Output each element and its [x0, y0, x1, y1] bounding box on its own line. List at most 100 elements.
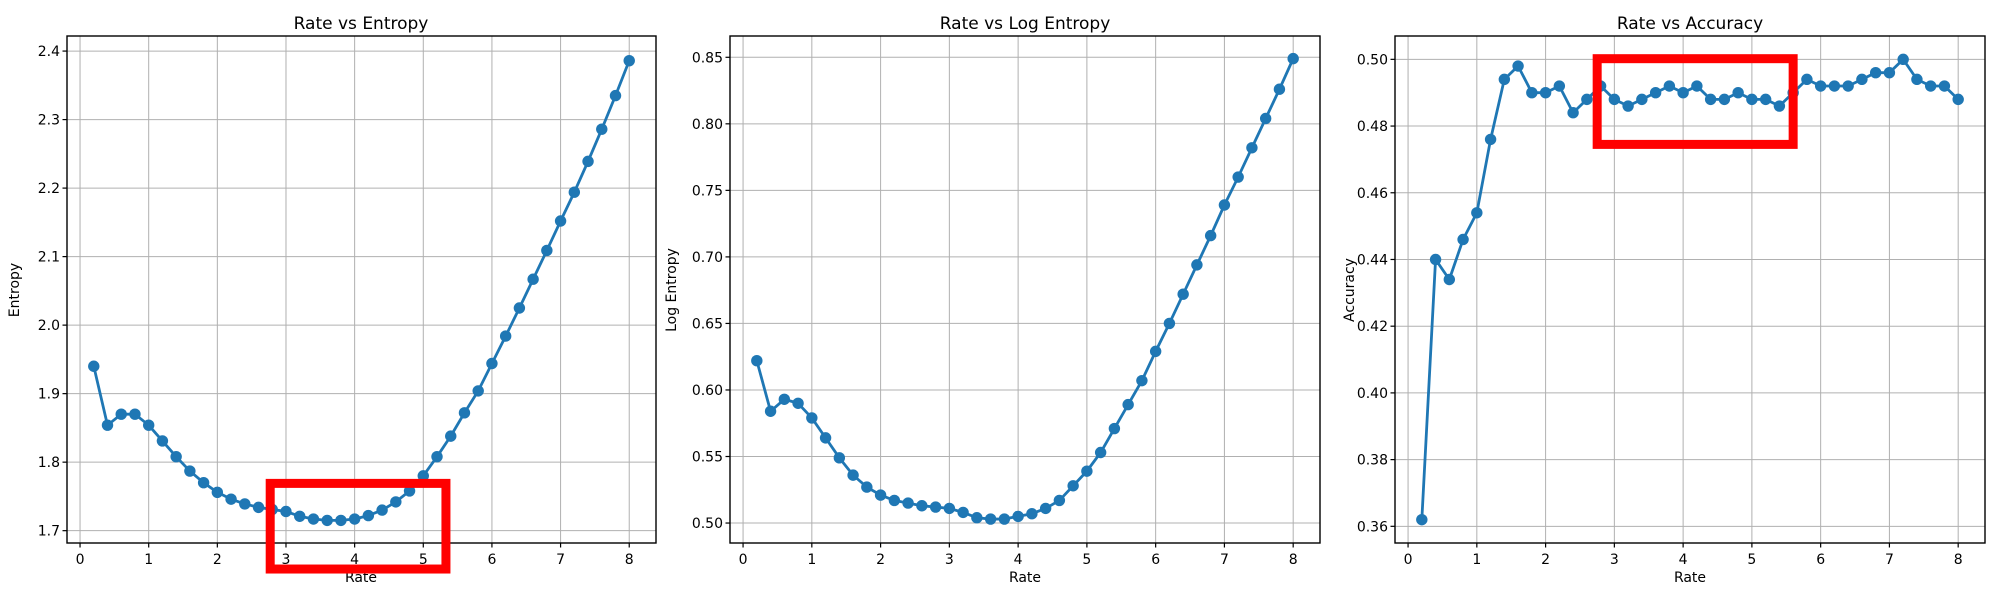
data-point-marker	[609, 89, 622, 102]
data-point-marker	[307, 513, 320, 525]
data-point-marker	[582, 155, 594, 168]
y-axis-label: Entropy	[7, 263, 23, 317]
data-point-marker	[1053, 494, 1066, 507]
data-point-marker	[1828, 80, 1841, 92]
data-point-marker	[902, 497, 914, 509]
y-tick-label: 0.80	[692, 117, 723, 133]
x-tick-label: 4	[1014, 552, 1023, 568]
data-point-marker	[499, 330, 512, 342]
x-tick-label: 2	[213, 552, 222, 568]
axes-frame	[1394, 35, 1986, 544]
data-point-marker	[321, 514, 333, 527]
data-point-marker	[1663, 80, 1676, 92]
data-point-marker	[513, 302, 526, 314]
data-point-marker	[1553, 80, 1566, 92]
y-tick-label: 2.3	[38, 113, 60, 129]
y-tick-label: 0.85	[692, 50, 723, 66]
data-point-marker	[431, 450, 443, 463]
data-point-marker	[1883, 66, 1896, 79]
chart-rate-vs-entropy: 0 1 2 3 4 5 6 7 8 1.7 1.8 1.9 2.0 2.1 2.2 2.3 2.4 Rate v…	[7, 14, 657, 586]
data-point-marker	[88, 360, 100, 372]
y-tick-label: 0.46	[1357, 186, 1388, 202]
data-point-marker	[1026, 508, 1038, 520]
x-axis-label: Rate	[1009, 570, 1041, 586]
data-point-marker	[751, 354, 763, 367]
data-point-marker	[1204, 229, 1217, 242]
data-point-marker	[1842, 80, 1854, 92]
data-line	[92, 59, 631, 522]
data-point-marker	[225, 493, 237, 505]
axes-frame	[66, 35, 657, 544]
data-point-marker	[362, 509, 375, 522]
data-point-marker	[335, 514, 347, 527]
data-point-marker	[170, 450, 182, 463]
x-tick-label: 8	[625, 552, 634, 568]
data-line	[755, 57, 1295, 521]
data-point-marker	[916, 500, 928, 512]
x-tick-label: 5	[1747, 552, 1756, 568]
data-point-marker	[1636, 93, 1648, 106]
data-point-marker	[1746, 93, 1758, 106]
data-point-marker	[376, 504, 388, 516]
data-line	[1420, 57, 1960, 522]
x-tick-label: 8	[1289, 552, 1298, 568]
data-point-marker	[819, 432, 832, 444]
y-tick-label: 0.50	[692, 516, 723, 532]
x-tick-label: 1	[1472, 552, 1481, 568]
data-point-marker	[806, 412, 818, 424]
y-tick-label: 0.40	[1357, 386, 1388, 402]
data-point-marker	[1429, 253, 1442, 266]
chart-rate-vs-log-entropy: 0 1 2 3 4 5 6 7 8 0.50 0.55 0.60 0.65 0.70 0.75 0.80 0.8…	[664, 14, 1321, 586]
data-point-marker	[1246, 142, 1258, 154]
y-tick-label: 0.42	[1357, 319, 1388, 335]
data-point-marker	[1869, 66, 1882, 79]
x-tick-label: 7	[1220, 552, 1229, 568]
x-tick-label: 1	[807, 552, 816, 568]
x-axis-label: Rate	[345, 570, 377, 586]
data-point-marker	[1039, 502, 1052, 515]
data-point-marker	[1273, 83, 1286, 95]
plot-area-log-entropy: 0 1 2 3 4 5 6 7 8 0.50 0.55 0.60 0.65 0.70 0.75 0.80 0.8…	[692, 35, 1321, 568]
y-tick-label: 1.8	[38, 455, 60, 471]
y-axis-label: Accuracy	[1342, 258, 1358, 322]
x-tick-label: 3	[282, 552, 291, 568]
data-point-marker	[156, 435, 169, 447]
x-tick-label: 5	[1082, 552, 1091, 568]
data-point-marker	[252, 501, 265, 514]
x-tick-label: 0	[739, 552, 748, 568]
data-point-marker	[1457, 233, 1469, 246]
data-point-marker	[1938, 80, 1951, 92]
data-point-marker	[1622, 100, 1634, 112]
y-tick-label: 2.1	[38, 250, 60, 266]
chart-title: Rate vs Entropy	[294, 14, 429, 34]
data-point-marker	[596, 123, 608, 135]
data-point-marker	[445, 430, 457, 442]
data-point-marker	[1471, 207, 1483, 219]
chart-rate-vs-accuracy: 0 1 2 3 4 5 6 7 8 0.36 0.38 0.40 0.42 0.44 0.46 0.48 0.5…	[1342, 14, 1986, 586]
data-point-marker	[417, 470, 429, 482]
data-point-marker	[1952, 93, 1964, 106]
data-point-marker	[1704, 93, 1717, 106]
data-point-marker	[1012, 510, 1024, 523]
data-point-marker	[390, 496, 402, 508]
data-point-marker	[239, 498, 251, 510]
data-point-marker	[1567, 107, 1579, 119]
data-point-marker	[1191, 259, 1203, 271]
data-point-marker	[458, 407, 471, 419]
data-point-marker	[1163, 317, 1176, 330]
data-point-marker	[998, 513, 1011, 525]
annotation-rect-accuracy	[1592, 54, 1798, 149]
data-point-marker	[1718, 93, 1731, 106]
axes-frame	[729, 35, 1321, 544]
chart-title: Rate vs Accuracy	[1617, 14, 1763, 34]
data-point-marker	[1416, 513, 1428, 526]
data-point-marker	[486, 357, 498, 370]
data-point-marker	[1814, 80, 1827, 92]
data-point-marker	[1287, 52, 1299, 65]
data-point-marker	[1232, 171, 1244, 183]
data-point-marker	[929, 501, 942, 513]
data-point-marker	[861, 481, 873, 493]
y-tick-label: 0.48	[1357, 119, 1388, 135]
x-tick-label: 7	[1885, 552, 1894, 568]
